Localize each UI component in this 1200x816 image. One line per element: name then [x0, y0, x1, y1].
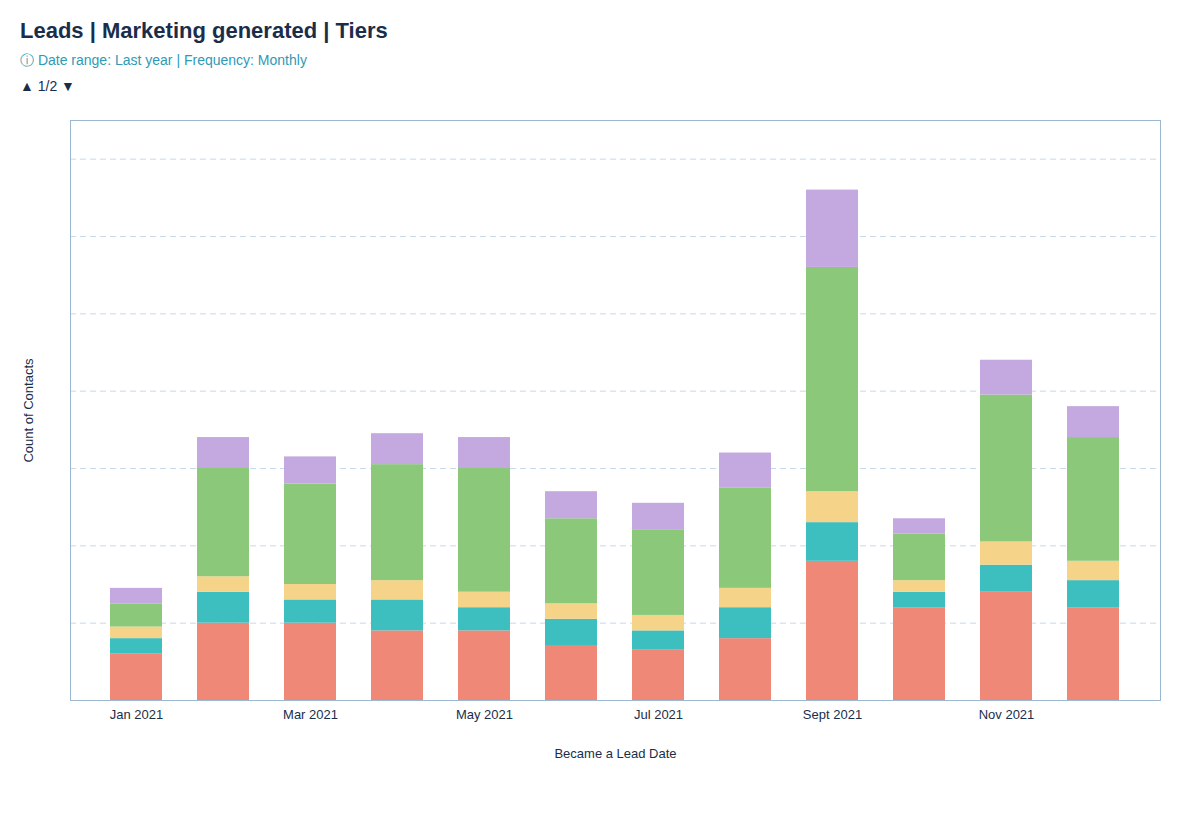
svg-text:May 2021: May 2021 — [456, 707, 513, 722]
svg-text:Mar 2021: Mar 2021 — [283, 707, 338, 722]
svg-text:Jan 2021: Jan 2021 — [110, 707, 164, 722]
svg-text:Sept 2021: Sept 2021 — [803, 707, 862, 722]
html-text:Leads | Marketing generated |: Leads | Marketing generated | Tiers — [20, 18, 388, 43]
html-text:▲ 1/2 ▼: ▲ 1/2 ▼ — [20, 78, 75, 94]
svg-text:Became a Lead Date: Became a Lead Date — [554, 746, 676, 761]
html-text:ⓘ Date range: Last year | Freq: ⓘ Date range: Last year | Frequency: Mon… — [20, 52, 307, 68]
svg-text:Nov 2021: Nov 2021 — [979, 707, 1035, 722]
svg-text:Jul 2021: Jul 2021 — [634, 707, 683, 722]
svg-text:Count of Contacts: Count of Contacts — [21, 358, 36, 463]
